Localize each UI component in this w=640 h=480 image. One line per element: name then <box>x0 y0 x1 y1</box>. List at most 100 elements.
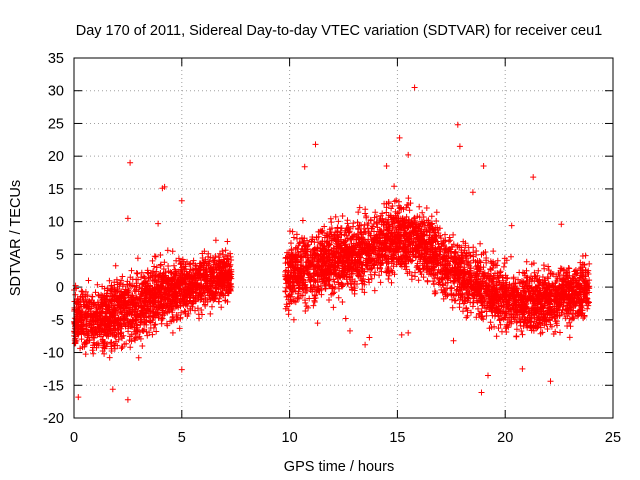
data-point <box>442 231 448 238</box>
data-point <box>566 265 573 272</box>
data-point <box>175 312 181 319</box>
data-point <box>146 286 153 293</box>
data-point <box>403 266 409 273</box>
data-point <box>227 250 234 257</box>
data-point <box>406 207 413 214</box>
data-point <box>111 284 118 291</box>
data-point <box>504 317 511 323</box>
data-point <box>315 263 322 270</box>
data-point <box>171 262 177 269</box>
data-point <box>283 254 290 261</box>
x-tick-label: 20 <box>497 430 513 446</box>
data-point <box>149 273 156 280</box>
data-point <box>96 309 103 316</box>
data-point <box>205 250 212 257</box>
data-point <box>303 265 310 272</box>
data-point <box>226 272 233 279</box>
data-point <box>321 243 328 250</box>
data-point <box>476 311 483 318</box>
data-point <box>362 206 369 213</box>
data-point <box>518 315 524 322</box>
data-point <box>401 244 408 251</box>
data-point <box>177 269 184 275</box>
data-point <box>138 269 145 276</box>
data-point <box>487 266 494 273</box>
data-point <box>104 287 111 294</box>
data-point <box>167 318 174 325</box>
data-point <box>200 267 207 274</box>
data-point <box>505 324 512 331</box>
data-point <box>580 315 587 322</box>
data-point <box>74 295 81 302</box>
data-point <box>171 266 178 273</box>
data-point <box>178 260 184 267</box>
data-point <box>450 278 457 285</box>
data-point <box>468 309 474 316</box>
data-point <box>99 283 106 290</box>
data-point <box>189 288 196 295</box>
data-point <box>179 256 186 263</box>
data-point <box>158 298 165 305</box>
data-point <box>361 289 368 296</box>
data-point <box>152 321 159 328</box>
data-point <box>466 290 473 297</box>
data-point <box>144 305 151 312</box>
data-point <box>211 261 218 268</box>
data-point <box>506 281 513 288</box>
data-point <box>176 277 182 284</box>
data-point <box>395 202 402 209</box>
data-point <box>157 261 164 268</box>
data-point <box>566 319 573 326</box>
data-point <box>358 241 365 248</box>
data-point <box>139 343 146 349</box>
data-point <box>318 286 325 293</box>
data-point <box>285 311 292 318</box>
data-point <box>365 229 372 235</box>
data-point <box>133 295 140 302</box>
data-point <box>433 218 440 224</box>
data-point <box>203 284 210 291</box>
data-point <box>126 308 133 315</box>
x-tick-label: 10 <box>282 430 298 446</box>
data-point <box>176 325 183 332</box>
data-point <box>161 259 168 266</box>
data-point <box>576 307 583 314</box>
y-tick-label: 35 <box>48 51 64 67</box>
data-point <box>124 299 131 306</box>
data-point <box>119 273 126 280</box>
data-point <box>561 311 568 318</box>
data-point <box>101 345 108 351</box>
data-point <box>417 265 423 272</box>
data-point <box>364 225 371 232</box>
data-point <box>151 263 158 270</box>
data-point <box>97 322 104 329</box>
data-point <box>376 226 383 233</box>
x-tick-label: 25 <box>605 430 621 446</box>
data-point <box>192 295 199 302</box>
data-point <box>222 247 229 254</box>
data-point <box>118 277 125 284</box>
data-point <box>423 205 430 211</box>
data-point <box>480 298 487 305</box>
data-point <box>111 304 118 311</box>
data-point <box>108 297 115 304</box>
data-point <box>131 312 138 319</box>
data-point <box>419 209 426 216</box>
data-point <box>224 256 231 263</box>
data-point <box>503 275 510 282</box>
data-point <box>107 339 114 346</box>
data-point <box>151 253 158 260</box>
data-point <box>202 297 209 303</box>
data-point <box>547 321 554 328</box>
data-point <box>372 209 379 216</box>
data-point <box>447 285 454 292</box>
data-point <box>106 354 113 361</box>
data-point <box>178 277 185 284</box>
data-point <box>297 254 304 261</box>
data-point <box>199 250 206 257</box>
data-point <box>137 335 144 342</box>
data-point <box>155 293 162 300</box>
data-point <box>84 311 91 318</box>
data-point <box>146 329 153 336</box>
data-point <box>182 301 189 307</box>
